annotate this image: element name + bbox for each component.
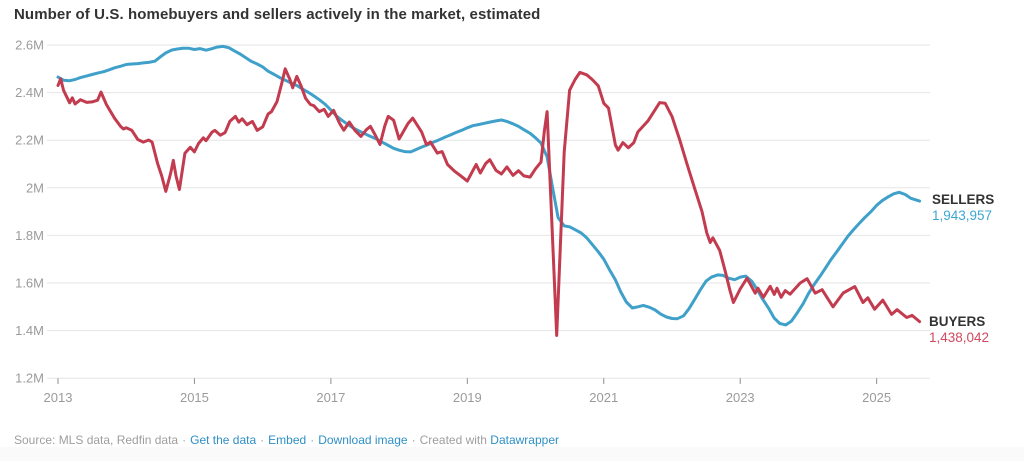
y-axis-label: 2M	[26, 180, 44, 195]
separator-dot: ·	[411, 433, 416, 447]
download-image-link[interactable]: Download image	[318, 433, 408, 447]
buyers-series-name: BUYERS	[929, 314, 986, 329]
x-axis-label: 2013	[44, 390, 73, 405]
y-axis-label: 1.4M	[15, 323, 44, 338]
embed-link[interactable]: Embed	[268, 433, 307, 447]
sellers-end-label: SELLERS 1,943,957	[932, 192, 994, 224]
separator-dot: ·	[182, 433, 187, 447]
x-axis-label: 2021	[589, 390, 618, 405]
separator-dot: ·	[310, 433, 315, 447]
buyers-series-value: 1,438,042	[929, 330, 990, 345]
chart-footer: Source: MLS data, Redfin data · Get the da…	[14, 433, 559, 447]
sellers-line	[56, 44, 922, 327]
datawrapper-link[interactable]: Datawrapper	[490, 433, 559, 447]
sellers-series-value: 1,943,957	[932, 208, 993, 223]
x-axis-label: 2023	[726, 390, 755, 405]
chart-title: Number of U.S. homebuyers and sellers ac…	[14, 6, 541, 23]
bottom-strip	[0, 447, 1024, 461]
created-with-label: Created with	[419, 433, 487, 447]
y-axis-label: 1.8M	[15, 228, 44, 243]
buyers-line	[56, 67, 922, 337]
separator-dot: ·	[260, 433, 265, 447]
y-axis-label: 2.2M	[15, 133, 44, 148]
source-label: Source: MLS data, Redfin data	[14, 433, 179, 447]
x-axis-label: 2017	[316, 390, 345, 405]
sellers-series-name: SELLERS	[932, 192, 995, 207]
y-axis-label: 1.6M	[15, 276, 44, 291]
x-axis-label: 2025	[862, 390, 891, 405]
x-axis-label: 2019	[453, 390, 482, 405]
x-axis-label: 2015	[180, 390, 209, 405]
get-the-data-link[interactable]: Get the data	[190, 433, 257, 447]
y-axis-label: 2.4M	[15, 85, 44, 100]
y-axis-label: 1.2M	[15, 371, 44, 386]
buyers-end-label: BUYERS 1,438,042	[929, 314, 989, 346]
y-axis-label: 2.6M	[15, 38, 44, 53]
